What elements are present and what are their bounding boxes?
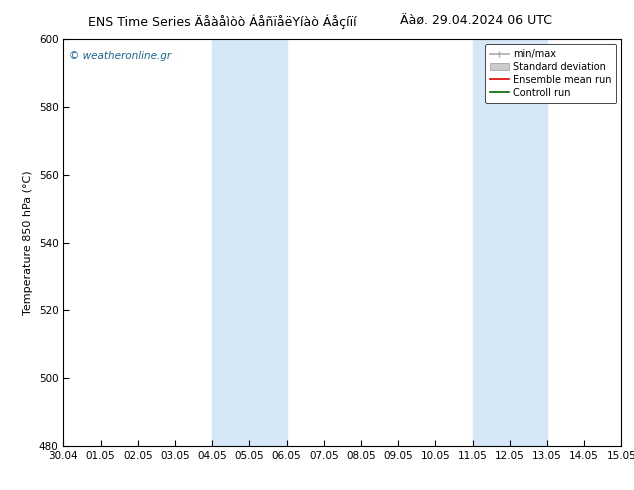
Text: ENS Time Series Äåàåìòò ÁåñïåëYíàò Áåçíïí: ENS Time Series Äåàåìòò ÁåñïåëYíàò Áåçíï… [87,15,356,29]
Bar [472,39,547,446]
Text: Äàø. 29.04.2024 06 UTC: Äàø. 29.04.2024 06 UTC [399,15,552,28]
Legend: min/max, Standard deviation, Ensemble mean run, Controll run: min/max, Standard deviation, Ensemble me… [485,44,616,102]
Text: © weatheronline.gr: © weatheronline.gr [69,51,171,61]
Bar [212,39,287,446]
Y-axis label: Temperature 850 hPa (°C): Temperature 850 hPa (°C) [23,170,33,315]
